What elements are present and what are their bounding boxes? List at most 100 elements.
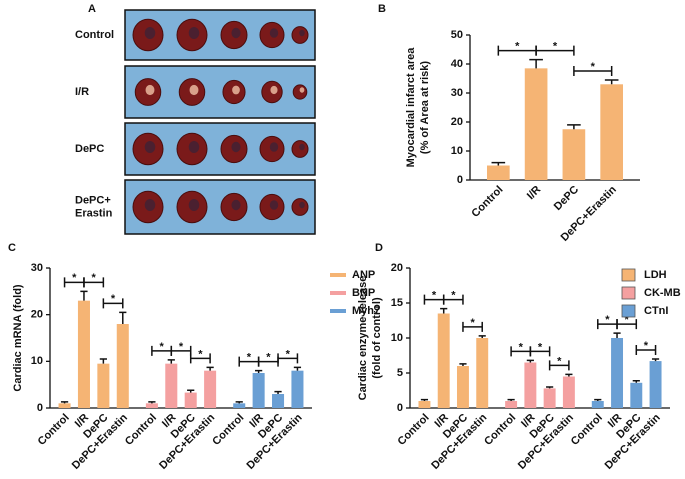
error-bar <box>594 398 602 401</box>
bar <box>600 84 623 180</box>
legend-label: LDH <box>644 269 667 281</box>
y-tick-label: 0 <box>457 174 463 186</box>
heart-center <box>188 141 200 153</box>
bar <box>562 376 575 408</box>
y-tick-label: 30 <box>31 262 43 274</box>
heart-center <box>231 27 241 39</box>
y-tick-label: 10 <box>391 332 403 344</box>
significance-bracket <box>548 360 570 371</box>
error-bar <box>206 366 214 371</box>
significance-label: * <box>591 61 596 73</box>
bar <box>418 401 431 408</box>
significance-bracket <box>442 294 464 305</box>
significance-label: * <box>605 314 610 326</box>
bar <box>58 403 71 408</box>
bar <box>562 129 586 180</box>
error-bar <box>420 398 429 401</box>
error-bar <box>529 58 543 69</box>
panel-label: B <box>378 3 386 15</box>
heart-center <box>299 87 305 93</box>
row-label: DePC <box>75 143 104 155</box>
bar <box>649 361 662 408</box>
heart-center <box>144 27 156 39</box>
heart-center <box>231 141 241 153</box>
legend-swatch <box>621 286 636 300</box>
significance-label: * <box>159 341 164 353</box>
row-label: I/R <box>75 86 89 98</box>
legend-label: Myh7 <box>352 305 380 317</box>
significance-label: * <box>432 290 437 302</box>
error-bar <box>526 359 534 363</box>
bar <box>524 362 537 408</box>
row-label: DePC+ <box>75 194 111 206</box>
significance-bracket <box>189 353 211 364</box>
significance-bracket <box>83 277 105 288</box>
significance-bracket <box>277 353 299 364</box>
y-tick-label: 0 <box>397 402 403 414</box>
bar <box>524 68 548 180</box>
error-bar <box>293 366 302 371</box>
heart-slice <box>292 84 308 100</box>
legend-swatch <box>330 273 346 277</box>
legend-label: CK-MB <box>644 287 681 299</box>
x-tick-label: Control <box>482 412 518 448</box>
heart-center <box>144 141 156 153</box>
bar <box>487 165 510 180</box>
heart-center <box>232 85 240 95</box>
significance-label: * <box>644 340 649 352</box>
y-tick-label: 10 <box>451 145 463 157</box>
panel-label: A <box>88 3 96 15</box>
error-bar <box>274 390 282 394</box>
bar <box>591 401 604 408</box>
error-bar <box>604 79 619 85</box>
y-tick-label: 50 <box>451 29 463 41</box>
y-tick-label: 40 <box>451 58 463 70</box>
legend-swatch <box>330 309 346 313</box>
error-bar <box>80 290 88 301</box>
significance-label: * <box>111 293 116 305</box>
significance-label: * <box>553 41 558 53</box>
bar <box>272 394 285 408</box>
x-tick-label: Control <box>123 412 159 448</box>
x-tick-label: Control <box>210 412 246 448</box>
y-axis-label: Myocardial infarct area <box>405 47 417 168</box>
bar <box>437 313 450 408</box>
error-bar <box>235 401 243 404</box>
error-bar <box>60 401 69 404</box>
bar <box>505 401 518 408</box>
error-bar <box>567 124 581 130</box>
error-bar <box>478 335 486 338</box>
error-bar <box>167 359 175 364</box>
heart-center <box>270 85 278 95</box>
x-tick-label: I/R <box>525 184 543 202</box>
heart-center <box>269 28 279 38</box>
bar <box>252 373 265 408</box>
heart-center <box>269 142 279 152</box>
legend-swatch <box>330 291 346 295</box>
significance-label: * <box>198 348 203 360</box>
bar <box>456 366 469 408</box>
significance-label: * <box>470 317 475 329</box>
legend-label: ANP <box>352 269 375 281</box>
significance-label: * <box>515 41 520 53</box>
bar <box>543 388 556 408</box>
significance-label: * <box>179 341 184 353</box>
bar <box>97 363 110 408</box>
heart-center <box>145 84 155 96</box>
error-bar <box>632 379 640 383</box>
x-tick-label: Control <box>36 412 72 448</box>
error-bar <box>440 307 448 314</box>
significance-label: * <box>557 355 562 367</box>
heart-center <box>144 199 156 211</box>
x-tick-label: DePC <box>552 184 581 213</box>
error-bar <box>187 389 195 393</box>
y-tick-label: 15 <box>391 297 403 309</box>
significance-label: * <box>451 290 456 302</box>
significance-label: * <box>92 272 97 284</box>
significance-label: * <box>247 352 252 364</box>
row-label: Erastin <box>75 207 113 219</box>
bar <box>77 300 90 408</box>
significance-bracket <box>535 45 575 56</box>
significance-label: * <box>519 341 524 353</box>
heart-center <box>299 143 305 151</box>
